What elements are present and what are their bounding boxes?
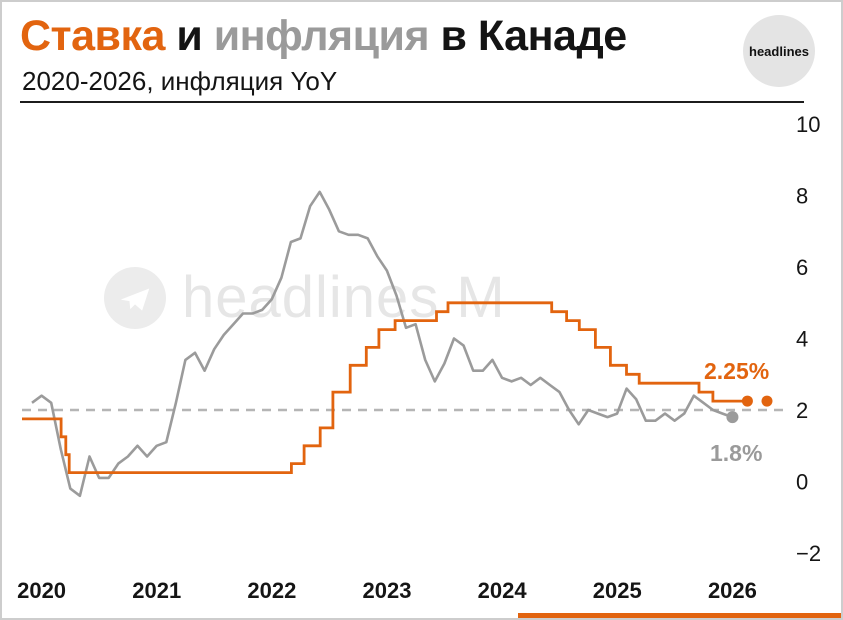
- x-axis-tick: 2026: [708, 578, 757, 603]
- watermark-text: headlines M: [182, 265, 506, 330]
- y-axis-tick: 8: [796, 184, 808, 209]
- watermark: headlines M: [104, 264, 506, 331]
- inflation-end-label: 1.8%: [710, 440, 763, 466]
- inflation-line: [31, 190, 733, 498]
- y-axis-tick: 0: [796, 470, 808, 495]
- x-axis-tick: 2023: [363, 578, 412, 603]
- y-axis-tick: 4: [796, 327, 808, 352]
- bottom-accent-bar: [518, 613, 841, 618]
- rate-end-label: 2.25%: [704, 358, 770, 384]
- y-axis-tick: 10: [796, 112, 820, 137]
- header-divider: [20, 101, 804, 103]
- headlines-logo-text: headlines: [749, 43, 809, 59]
- y-axis-tick: −2: [796, 541, 821, 566]
- x-axis-tick: 2024: [478, 578, 528, 603]
- title-word-inflation: инфляция: [213, 12, 430, 60]
- rate-end-dot: [741, 395, 753, 407]
- title-word-and: и: [164, 12, 214, 60]
- title-word-rate: Ставка: [20, 12, 165, 60]
- rate-end-dot: [761, 395, 773, 407]
- title-word-canada: в Канаде: [429, 12, 628, 60]
- inflation-end-dot: [726, 411, 739, 424]
- rate-step-line: [22, 301, 748, 474]
- y-axis-tick: 2: [796, 398, 808, 423]
- x-axis-tick: 2021: [132, 578, 181, 603]
- headlines-logo: headlines: [743, 15, 815, 87]
- x-axis-tick: 2022: [247, 578, 296, 603]
- telegram-plane-icon: [104, 266, 166, 329]
- x-axis-tick: 2025: [593, 578, 642, 603]
- x-axis-tick: 2020: [17, 578, 66, 603]
- page-title: Ставка и инфляция в Канаде: [20, 12, 627, 61]
- chart-subtitle: 2020-2026, инфляция YoY: [22, 66, 338, 96]
- y-axis-tick: 6: [796, 255, 808, 280]
